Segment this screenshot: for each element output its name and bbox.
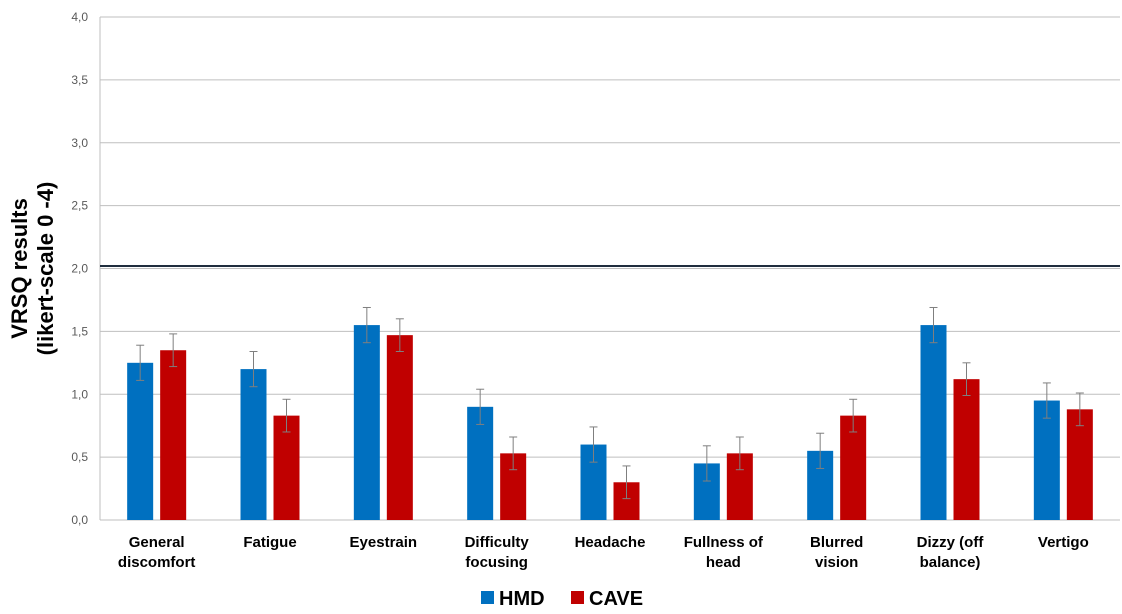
y-axis-ticks: 0,0 0,5 1,0 1,5 2,0 2,5 3,0 3,5 4,0 bbox=[71, 10, 88, 527]
y-tick-label: 0,5 bbox=[71, 450, 88, 464]
x-category-label: Dizzy (off bbox=[917, 534, 985, 551]
bar-cave bbox=[386, 335, 413, 520]
legend-swatch-hmd bbox=[481, 591, 494, 604]
y-tick-label: 4,0 bbox=[71, 10, 88, 24]
bar-cave bbox=[840, 415, 867, 520]
legend-label-hmd: HMD bbox=[499, 588, 545, 610]
gridlines bbox=[99, 16, 1120, 521]
legend: HMD CAVE bbox=[481, 588, 643, 610]
y-tick-label: 3,0 bbox=[71, 136, 88, 150]
error-bars bbox=[136, 306, 1084, 500]
y-tick-label: 1,5 bbox=[71, 324, 88, 338]
bar-cave bbox=[160, 350, 187, 520]
x-category-label: focusing bbox=[465, 554, 528, 571]
y-tick-label: 2,5 bbox=[71, 199, 88, 213]
legend-label-cave: CAVE bbox=[589, 588, 643, 610]
y-tick-label: 2,0 bbox=[71, 262, 88, 276]
y-axis-label: VRSQ results (likert-scale 0 -4) bbox=[7, 182, 58, 356]
x-category-label: discomfort bbox=[118, 554, 196, 571]
y-tick-label: 1,0 bbox=[71, 387, 88, 401]
legend-swatch-cave bbox=[571, 591, 584, 604]
x-category-label: Blurred bbox=[810, 534, 863, 551]
bar-cave bbox=[1066, 409, 1093, 520]
x-category-label: Difficulty bbox=[465, 534, 530, 551]
bar-cave bbox=[953, 379, 980, 520]
x-category-label: General bbox=[129, 534, 185, 551]
x-category-label: balance) bbox=[920, 554, 981, 571]
bar-hmd bbox=[467, 406, 494, 520]
bar-cave bbox=[273, 415, 300, 520]
x-category-label: head bbox=[706, 554, 741, 571]
y-axis-title-line: (likert-scale 0 -4) bbox=[33, 182, 58, 356]
bar-hmd bbox=[127, 362, 154, 520]
bar-hmd bbox=[1033, 400, 1060, 520]
y-axis-title-line: VRSQ results bbox=[7, 198, 32, 339]
y-tick-label: 3,5 bbox=[71, 73, 88, 87]
x-category-label: Eyestrain bbox=[350, 534, 418, 551]
bar-hmd bbox=[353, 325, 380, 520]
y-tick-label: 0,0 bbox=[71, 513, 88, 527]
x-category-label: vision bbox=[815, 554, 858, 571]
x-axis-categories: General discomfort Fatigue Eyestrain Difficu… bbox=[118, 534, 1089, 571]
bar-hmd bbox=[240, 369, 267, 520]
bars bbox=[127, 325, 1093, 520]
x-category-label: Fullness of bbox=[684, 534, 764, 551]
x-category-label: Fatigue bbox=[243, 534, 296, 551]
x-category-label: Vertigo bbox=[1038, 534, 1089, 551]
bar-hmd bbox=[920, 325, 947, 520]
x-category-label: Headache bbox=[575, 534, 646, 551]
